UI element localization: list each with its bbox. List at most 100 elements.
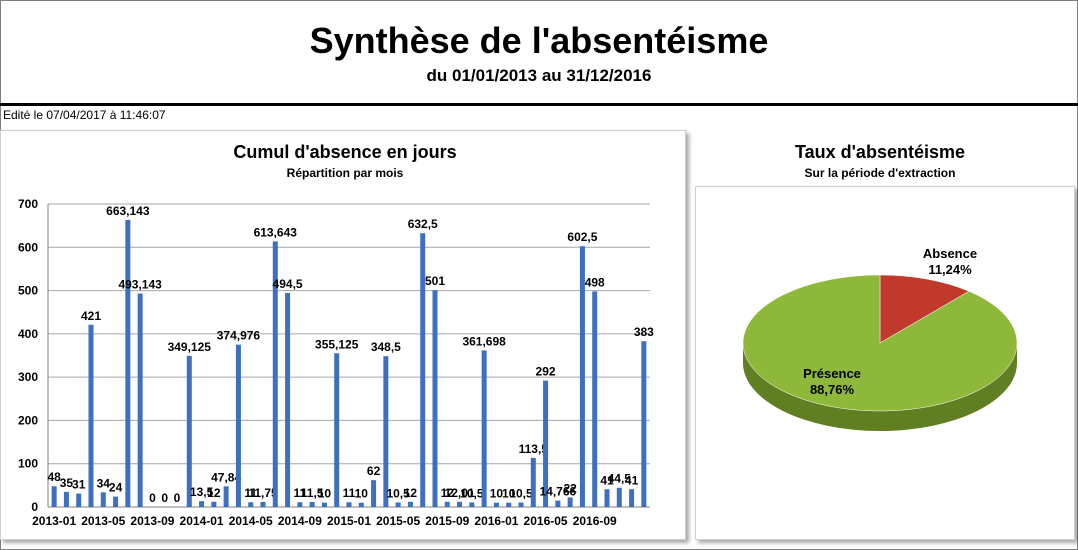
pie-slice-percent: 88,76% [810, 382, 855, 397]
bar-value-label: 374,976 [217, 329, 261, 343]
y-tick-label: 600 [18, 240, 38, 254]
bar [51, 486, 57, 507]
x-tick-label: 2015-05 [376, 514, 420, 528]
y-tick-label: 300 [18, 370, 38, 384]
bar [641, 341, 647, 507]
bar [629, 489, 635, 507]
bar-value-label: 14,766 [540, 485, 577, 499]
bar-value-label: 12 [404, 486, 418, 500]
bar [518, 502, 524, 507]
bar-value-label: 12 [207, 486, 221, 500]
bar-value-label: 44,5 [608, 472, 632, 486]
x-tick-label: 2013-01 [32, 514, 76, 528]
bar-value-label: 501 [425, 274, 445, 288]
bar-value-label: 22 [563, 481, 577, 495]
bar-value-label: 10,5 [386, 486, 410, 500]
bar [346, 502, 352, 507]
bar-value-label: 10,5 [460, 486, 484, 500]
bar [285, 292, 291, 507]
bar-value-label: 498 [585, 275, 605, 289]
bar-value-label: 0 [149, 491, 156, 505]
bar [579, 246, 585, 508]
bar-value-label: 11 [343, 486, 356, 500]
bar [383, 356, 389, 507]
x-tick-label: 2013-09 [130, 514, 174, 528]
bar [506, 502, 512, 507]
edit-timestamp: Edité le 07/04/2017 à 11:46:07 [3, 108, 166, 122]
x-tick-label: 2014-09 [278, 514, 322, 528]
x-tick-label: 2015-09 [425, 514, 469, 528]
bar-value-label: 663,143 [106, 204, 150, 218]
bar-value-label: 31 [72, 478, 86, 492]
bar-value-label: 493,143 [118, 278, 162, 292]
bar-value-label: 41 [625, 473, 639, 487]
bar-value-label: 34 [97, 476, 111, 490]
bar [186, 355, 192, 507]
x-tick-label: 2013-05 [81, 514, 125, 528]
bar-value-label: 0 [174, 491, 181, 505]
bar [223, 486, 229, 507]
x-tick-label: 2014-01 [180, 514, 224, 528]
bar [530, 457, 536, 507]
pie-slice-percent: 11,24% [928, 262, 972, 277]
report-title: Synthèse de l'absentéisme [309, 20, 769, 61]
bar [616, 487, 622, 507]
bar-value-label: 602,5 [567, 230, 597, 244]
bar-value-label: 113,5 [519, 442, 549, 456]
bar [555, 500, 561, 507]
x-tick-label: 2016-09 [573, 514, 617, 528]
x-tick-label: 2016-05 [524, 514, 568, 528]
report-period: du 01/01/2013 au 31/12/2016 [426, 66, 652, 85]
bar [493, 502, 499, 507]
y-tick-label: 0 [31, 500, 38, 514]
bar-value-label: 24 [109, 481, 123, 495]
bar-value-label: 10 [490, 487, 504, 501]
pie-chart-title: Taux d'absentéisme [794, 142, 965, 162]
bar [199, 501, 205, 507]
x-tick-label: 2015-01 [327, 514, 371, 528]
bar-value-label: 11,5 [301, 486, 324, 500]
y-tick-label: 200 [18, 413, 38, 427]
header-divider [0, 103, 1078, 106]
bar-value-label: 632,5 [408, 217, 438, 231]
bar [604, 489, 610, 507]
bar-value-label: 11,75 [248, 486, 278, 500]
y-tick-label: 100 [18, 457, 38, 471]
bar [432, 290, 438, 507]
bar-chart-panel [0, 130, 686, 540]
bar-chart-subtitle: Répartition par mois [286, 166, 404, 180]
bar-value-label: 47,84 [211, 470, 241, 484]
bar [543, 380, 549, 507]
bar [88, 324, 94, 507]
bar-value-label: 613,643 [254, 225, 298, 239]
bar-value-label: 48 [47, 470, 61, 484]
bar [235, 344, 241, 507]
bar-value-label: 349,125 [168, 340, 212, 354]
bar [407, 501, 413, 507]
bar-value-label: 0 [161, 491, 168, 505]
y-tick-label: 700 [18, 197, 38, 211]
bar [469, 502, 475, 507]
bar-value-label: 11 [294, 486, 307, 500]
bar-value-label: 361,698 [462, 334, 506, 348]
bar-value-label: 10 [502, 487, 516, 501]
bar [481, 350, 487, 507]
pie-chart-subtitle: Sur la période d'extraction [804, 166, 956, 180]
bar [137, 293, 143, 507]
y-tick-label: 400 [18, 327, 38, 341]
bar-value-label: 35 [60, 476, 74, 490]
bar [63, 491, 69, 507]
bar [309, 502, 315, 507]
bar [211, 501, 217, 507]
bar [248, 502, 254, 507]
x-tick-label: 2016-01 [474, 514, 518, 528]
bar [321, 502, 327, 507]
bar-value-label: 11 [244, 486, 257, 500]
bar [100, 492, 106, 507]
bar-value-label: 383 [634, 325, 654, 339]
pie-slice-name: Présence [803, 366, 861, 381]
bar-value-label: 421 [81, 309, 101, 323]
bar [272, 241, 278, 507]
